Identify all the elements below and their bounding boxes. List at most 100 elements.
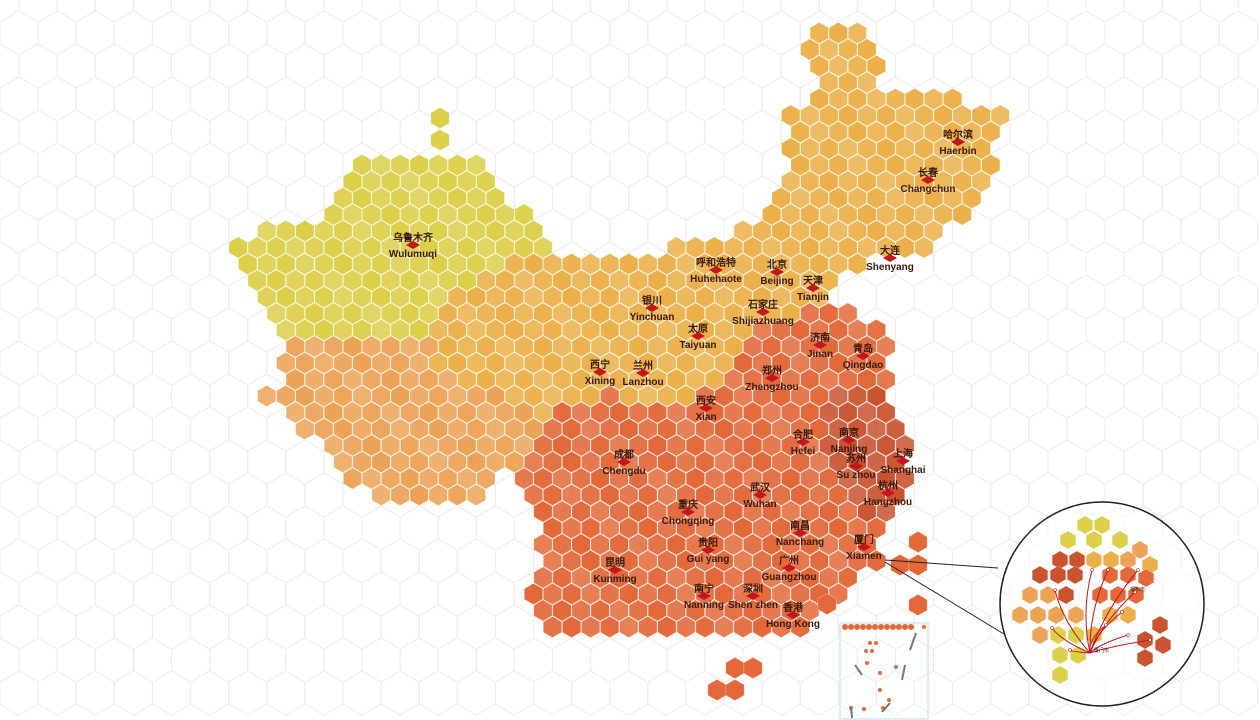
city-name-en: Beijing xyxy=(760,276,794,287)
map-hex xyxy=(685,533,705,556)
map-hex xyxy=(733,582,753,606)
map-hex xyxy=(714,318,734,342)
map-hex xyxy=(809,219,829,243)
map-hex xyxy=(876,137,896,160)
map-hex xyxy=(447,351,467,375)
map-hex xyxy=(600,450,620,474)
map-hex xyxy=(762,335,782,358)
map-hex xyxy=(819,434,839,457)
map-hex xyxy=(971,104,991,127)
island-dot xyxy=(922,625,926,629)
map-hex xyxy=(523,417,544,441)
map-hex xyxy=(762,467,782,490)
map-hex xyxy=(619,483,639,507)
map-hex xyxy=(771,285,791,309)
city-marker-icon xyxy=(617,458,631,466)
island-dot xyxy=(908,624,914,630)
map-hex xyxy=(847,483,867,507)
map-hex xyxy=(838,302,858,325)
map-hex xyxy=(400,302,420,325)
map-hex xyxy=(828,186,848,210)
map-hex xyxy=(904,120,925,144)
map-hex xyxy=(552,368,572,391)
map-hex xyxy=(428,318,448,342)
map-hex xyxy=(800,533,820,556)
map-hex xyxy=(866,351,886,375)
map-hex xyxy=(666,434,686,457)
city-name-cn: 香港 xyxy=(783,603,803,614)
city-marker-icon xyxy=(856,352,870,360)
map-hex xyxy=(466,450,486,474)
map-hex xyxy=(438,335,458,358)
map-hex xyxy=(514,269,534,292)
map-hex xyxy=(685,236,705,259)
map-hex xyxy=(371,417,391,441)
map-hex xyxy=(371,384,391,408)
map-hex xyxy=(304,368,324,391)
map-hex xyxy=(885,87,906,111)
callout-line-bottom xyxy=(884,561,1005,635)
map-hex xyxy=(781,566,801,589)
map-hex xyxy=(704,599,725,622)
map-hex xyxy=(495,368,515,391)
map-hex xyxy=(590,434,610,457)
map-hex xyxy=(885,483,906,507)
map-hex xyxy=(581,582,601,606)
map-hex xyxy=(647,401,667,424)
map-hex xyxy=(609,335,629,358)
map-hex xyxy=(762,500,782,523)
map-hex xyxy=(895,434,915,457)
map-hex xyxy=(533,599,553,622)
map-hex xyxy=(857,434,877,457)
city-marker-icon xyxy=(921,176,935,184)
map-hex xyxy=(695,483,715,507)
map-hex xyxy=(361,170,382,193)
inset-hex xyxy=(1085,530,1103,550)
map-hex xyxy=(495,302,515,325)
city-name-cn: 贵阳 xyxy=(698,538,718,549)
map-hex xyxy=(819,71,839,94)
map-hex xyxy=(771,483,791,507)
map-hex xyxy=(361,236,382,259)
inset-hex xyxy=(1136,648,1154,668)
map-hex xyxy=(647,434,667,457)
map-hex xyxy=(819,566,839,589)
map-hex xyxy=(647,368,667,391)
map-hex xyxy=(752,615,772,639)
map-hex xyxy=(542,384,563,408)
map-hex xyxy=(314,219,334,243)
map-hex xyxy=(781,533,801,556)
city-marker-icon xyxy=(691,332,705,340)
map-hex xyxy=(733,318,753,342)
map-hex xyxy=(600,582,620,606)
map-hex xyxy=(380,368,401,391)
map-hex xyxy=(409,285,429,309)
map-hex xyxy=(828,252,848,276)
map-hex xyxy=(285,269,305,292)
inset-hex xyxy=(1085,550,1103,570)
map-hex xyxy=(590,500,610,523)
map-hex xyxy=(828,417,848,441)
map-hex xyxy=(619,318,639,342)
map-hex xyxy=(933,170,953,193)
map-hex xyxy=(400,368,420,391)
map-hex xyxy=(371,483,391,507)
map-hex xyxy=(819,269,839,292)
map-hex xyxy=(666,335,686,358)
map-hex xyxy=(390,384,410,408)
map-hex xyxy=(504,219,524,243)
map-hex xyxy=(924,219,944,243)
map-hex xyxy=(809,549,829,573)
map-hex xyxy=(800,236,820,259)
map-hex xyxy=(885,153,906,177)
map-hex xyxy=(609,368,629,391)
zoom-circle xyxy=(999,501,1205,707)
map-hex xyxy=(361,302,382,325)
map-hex xyxy=(885,186,906,210)
map-hex xyxy=(447,219,467,243)
map-hex xyxy=(342,401,363,424)
city-name-cn: 兰州 xyxy=(633,361,653,372)
map-hex xyxy=(600,483,620,507)
map-hex xyxy=(933,137,953,160)
